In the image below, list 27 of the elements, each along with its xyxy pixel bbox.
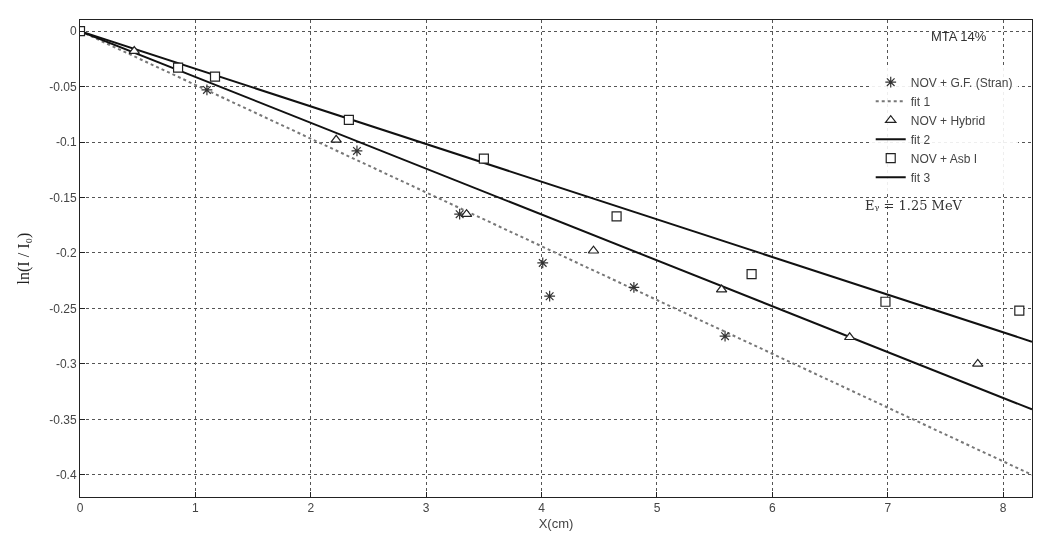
legend-label: NOV + Hybrid [910, 113, 986, 128]
x-tick-label: 7 [884, 501, 892, 516]
y-tick-label: -0.25 [49, 301, 77, 316]
y-tick-label: -0.15 [49, 190, 77, 205]
legend-label: fit 3 [910, 170, 931, 185]
y-tick-label: -0.4 [55, 468, 77, 483]
x-tick-label: 6 [769, 501, 777, 516]
y-tick-label: -0.1 [55, 135, 77, 150]
annotation: Eᵧ = 1.25 MeV [865, 198, 963, 213]
x-tick-label: 3 [422, 501, 430, 516]
x-tick-label: 2 [307, 501, 315, 516]
y-axis-title: ln(I / I₀) [15, 232, 34, 285]
x-axis-title: X(cm) [538, 516, 574, 531]
x-tick-label: 8 [999, 501, 1007, 516]
y-tick-label: -0.3 [55, 357, 77, 372]
x-tick-label: 4 [538, 501, 546, 516]
annotation: MTA 14% [931, 29, 987, 44]
legend-label: NOV + Asb I [910, 151, 978, 166]
x-tick-label: 1 [192, 501, 200, 516]
legend-label: fit 1 [910, 94, 931, 109]
y-tick-label: -0.05 [49, 79, 77, 94]
y-tick-label: -0.35 [49, 412, 77, 427]
x-tick-label: 5 [653, 501, 661, 516]
y-tick-label: -0.2 [55, 246, 77, 261]
y-tick-label: 0 [69, 24, 77, 39]
legend-label: fit 2 [910, 132, 931, 147]
legend-label: NOV + G.F. (Stran) [910, 75, 1013, 90]
